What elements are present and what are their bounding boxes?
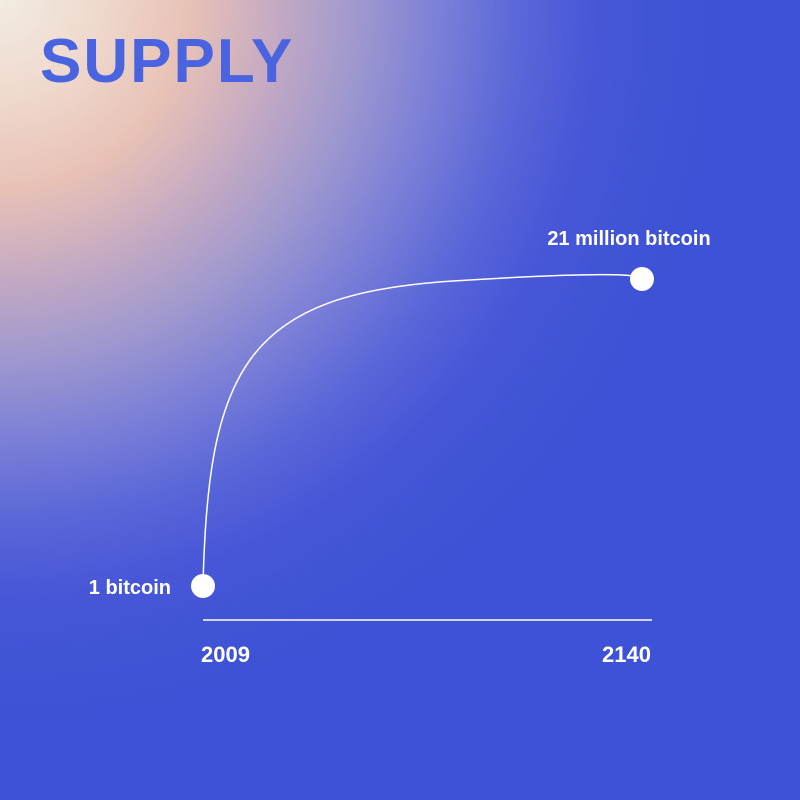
page-title: SUPPLY (40, 27, 295, 96)
supply-curve-line (202, 273, 644, 587)
start-point-label: 1 bitcoin (89, 577, 171, 599)
x-tick-label-end: 2140 (602, 642, 651, 667)
x-tick-label-start: 2009 (201, 642, 250, 667)
start-point-marker (191, 574, 215, 598)
end-point-label: 21 million bitcoin (547, 228, 710, 250)
end-point-marker (630, 267, 654, 291)
